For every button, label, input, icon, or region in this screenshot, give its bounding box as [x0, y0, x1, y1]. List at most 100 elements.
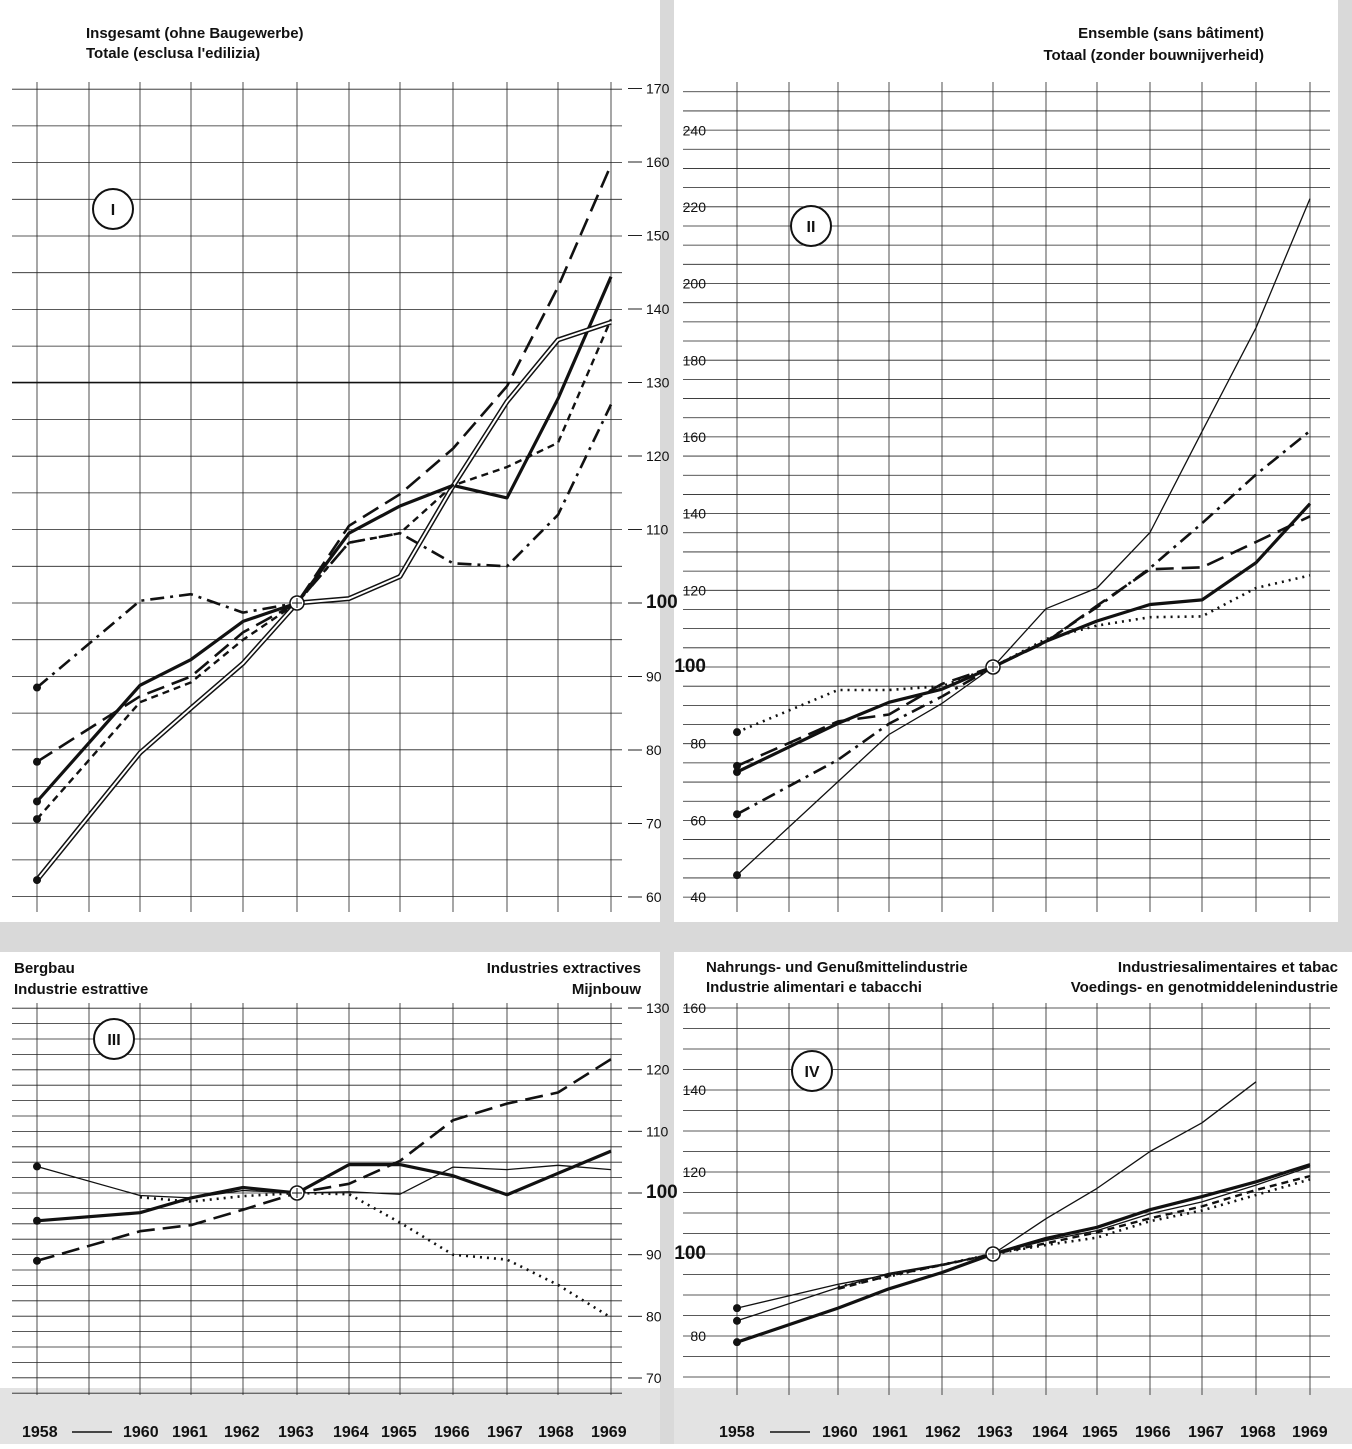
- tick-layer: 60 70 80 90 100 110 120 130 140 150 160 170 40 60 80 10…: [22, 81, 1328, 1442]
- panel-2-badge: [790, 205, 832, 247]
- y-tick-label: 120: [683, 1164, 707, 1180]
- y-tick-label: 100: [674, 1243, 706, 1264]
- series-start-point: [33, 1216, 41, 1225]
- series-line-III-3: [36, 1058, 612, 1263]
- panel-4-label: IV: [804, 1064, 819, 1081]
- panel-1-label: I: [111, 202, 115, 219]
- series-line-II-5: [736, 515, 1311, 768]
- series-line-I-2: [35, 276, 613, 803]
- series-start-point: [33, 1256, 41, 1265]
- y-tick-label: 180: [683, 352, 707, 368]
- series-line-III-4: [139, 1191, 612, 1319]
- y-tick-label: 100: [674, 656, 706, 677]
- series-start-point: [33, 757, 41, 766]
- series-line-inner-I-4: [36, 321, 612, 881]
- y-tick-label: 110: [646, 522, 669, 538]
- x-tick-label-left: 1964: [333, 1424, 369, 1441]
- panel-1-title-line-1: Insgesamt (ohne Baugewerbe): [86, 25, 304, 42]
- x-tick-label-right: 1968: [1240, 1424, 1276, 1441]
- series-layer: [33, 164, 1312, 1347]
- panel-4-title-left-line-2: Industrie alimentari e tabacchi: [706, 979, 922, 996]
- y-tick-label: 240: [683, 122, 707, 138]
- series-start-point: [733, 1316, 741, 1325]
- y-tick-label: 140: [683, 506, 707, 522]
- x-tick-label-right: 1967: [1188, 1424, 1224, 1441]
- y-tick-label: 80: [690, 736, 706, 752]
- panel-3-title-right-line-2: Mijnbouw: [572, 981, 641, 998]
- x-tick-label-left: 1960: [123, 1424, 159, 1441]
- y-tick-label: 100: [646, 1182, 678, 1203]
- y-tick-label: 120: [683, 582, 707, 598]
- panel-4-title-right-line-1: Industriesalimentaires et tabac: [1118, 959, 1338, 976]
- series-line-IV-3: [736, 1166, 1311, 1322]
- panel-1-title-line-2: Totale (esclusa l'edilizia): [86, 45, 260, 62]
- series-start-point: [733, 761, 741, 770]
- y-tick-label: 160: [683, 1000, 707, 1016]
- y-tick-label: 130: [646, 1000, 670, 1016]
- panel-3-title-right-line-1: Industries extractives: [487, 960, 641, 977]
- x-tick-label-left: 1962: [224, 1424, 260, 1441]
- x-tick-label-left: 1958: [22, 1424, 58, 1441]
- y-tick-label: 130: [646, 375, 670, 391]
- y-tick-label: 170: [646, 81, 670, 97]
- y-tick-label: 90: [646, 1247, 662, 1263]
- y-tick-label: 140: [646, 301, 670, 317]
- series-line-IV-5: [837, 1178, 1311, 1289]
- x-tick-label-right: 1963: [977, 1424, 1013, 1441]
- panel-4-badge: [791, 1050, 833, 1092]
- x-tick-label-left: 1966: [434, 1424, 470, 1441]
- x-tick-label-right: 1962: [925, 1424, 961, 1441]
- y-tick-label: 70: [646, 816, 662, 832]
- panel-2-title-line-2: Totaal (zonder bouwnijverheid): [1043, 47, 1264, 64]
- y-tick-label: 60: [690, 812, 706, 828]
- x-tick-label-left: 1961: [172, 1424, 208, 1441]
- series-line-IV-4: [837, 1174, 1311, 1290]
- y-tick-label: 150: [646, 228, 670, 244]
- panel-3-title-left-line-1: Bergbau: [14, 960, 75, 977]
- grid-layer: [12, 82, 1330, 1395]
- series-line-II-1: [736, 198, 1311, 876]
- series-start-point: [733, 810, 741, 819]
- panel-2-title-line-1: Ensemble (sans bâtiment): [1078, 25, 1264, 42]
- series-line-II-4: [736, 429, 1311, 816]
- series-line-IV-2: [736, 1163, 1311, 1344]
- x-tick-label-left: 1969: [591, 1424, 627, 1441]
- y-tick-label: 80: [646, 742, 662, 758]
- panel-1-badge: [92, 188, 134, 230]
- x-tick-label-left: 1963: [278, 1424, 314, 1441]
- series-start-point: [733, 768, 741, 777]
- x-tick-label-right: 1960: [822, 1424, 858, 1441]
- y-tick-label: 60: [646, 889, 662, 905]
- x-tick-label-left: 1968: [538, 1424, 574, 1441]
- y-tick-label: 160: [646, 154, 670, 170]
- series-line-III-1: [36, 1164, 612, 1199]
- series-start-point: [733, 871, 741, 880]
- y-tick-label: 70: [646, 1370, 662, 1386]
- x-tick-label-left: 1967: [487, 1424, 523, 1441]
- series-line-I-3: [36, 164, 613, 763]
- series-start-point: [33, 1162, 41, 1171]
- series-start-point: [733, 728, 741, 737]
- series-start-point: [33, 815, 41, 824]
- series-start-point: [33, 797, 41, 806]
- panel-3-badge: [93, 1018, 135, 1060]
- y-tick-label: 110: [646, 1123, 669, 1139]
- series-start-point: [33, 683, 41, 692]
- y-tick-label: 120: [646, 448, 670, 464]
- x-tick-label-right: 1961: [872, 1424, 908, 1441]
- y-tick-label: 160: [683, 429, 707, 445]
- panel-2-label: II: [807, 219, 816, 236]
- y-tick-label: 80: [646, 1308, 662, 1324]
- y-tick-label: 200: [683, 276, 707, 292]
- panel-3-label: III: [107, 1032, 120, 1049]
- x-tick-label-right: 1958: [719, 1424, 755, 1441]
- x-tick-label-right: 1966: [1135, 1424, 1171, 1441]
- x-tick-label-right: 1964: [1032, 1424, 1068, 1441]
- y-tick-label: 90: [646, 669, 662, 685]
- series-start-point: [733, 1304, 741, 1313]
- y-tick-label: 120: [646, 1062, 670, 1078]
- series-line-III-2: [36, 1149, 612, 1223]
- panel-4-title-left-line-1: Nahrungs- und Genußmittelindustrie: [706, 959, 968, 976]
